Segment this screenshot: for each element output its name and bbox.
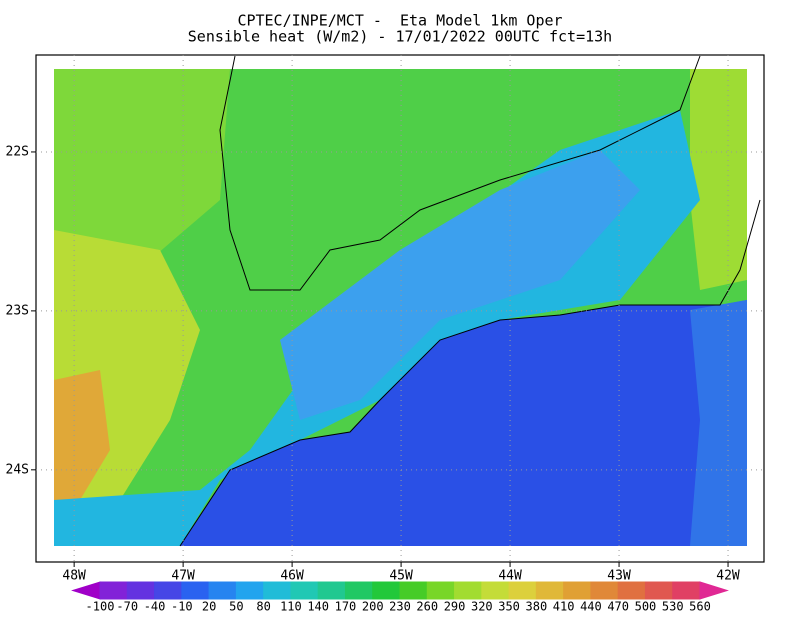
colorbar-label: -100 (86, 600, 115, 614)
colorbar-label: 470 (607, 600, 629, 614)
colorbar-box (399, 581, 428, 600)
lon-tick-label: 42W (716, 569, 740, 584)
map-frame (35, 54, 765, 563)
coastline (179, 199, 761, 547)
colorbar-label: 530 (662, 600, 684, 614)
lat-tick-label: 23S (6, 303, 29, 318)
colorbar-label: -40 (144, 600, 166, 614)
colorbar-label: 320 (471, 600, 493, 614)
colorbar-label: 50 (229, 600, 243, 614)
lon-tick-label: 44W (498, 569, 522, 584)
colorbar-box (263, 581, 292, 600)
lat-tick-label: 22S (6, 144, 29, 159)
colorbar-label: 20 (202, 600, 216, 614)
colorbar-box (181, 581, 210, 600)
colorbar-label: 80 (256, 600, 270, 614)
field-patch (54, 370, 110, 500)
colorbar-box (208, 581, 237, 600)
field (54, 55, 761, 547)
colorbar-box (154, 581, 183, 600)
colorbar-label: 410 (553, 600, 575, 614)
colorbar-label: 560 (689, 600, 711, 614)
colorbar-box (508, 581, 537, 600)
colorbar-box (454, 581, 483, 600)
colorbar-label: 380 (526, 600, 548, 614)
colorbar-box (126, 581, 156, 600)
ocean-edge (690, 300, 747, 546)
field-patch (280, 150, 640, 420)
colorbar-label: -70 (116, 600, 138, 614)
colorbar-label: 230 (389, 600, 411, 614)
colorbar-label: 170 (335, 600, 357, 614)
colorbar-label: 350 (498, 600, 520, 614)
subtitle: Sensible heat (W/m2) - 17/01/2022 00UTC … (188, 28, 612, 46)
colorbar-box (617, 581, 646, 600)
colorbar-box (317, 581, 346, 600)
colorbar-end (699, 581, 729, 600)
lon-tick-label: 46W (280, 569, 304, 584)
colorbar-box (481, 581, 510, 600)
colorbar-box (535, 581, 565, 600)
colorbar-label: 200 (362, 600, 384, 614)
colorbar-box (235, 581, 265, 600)
colorbar-label: 260 (416, 600, 438, 614)
colorbar-label: 500 (635, 600, 657, 614)
colorbar-box (290, 581, 319, 600)
colorbar-label: -10 (171, 600, 193, 614)
state-border (219, 55, 701, 291)
colorbar-box (372, 581, 401, 600)
colorbar-box (344, 581, 374, 600)
title: CPTEC/INPE/MCT - Eta Model 1km Oper (237, 12, 562, 30)
colorbar-end (71, 581, 101, 600)
colorbar-box (644, 581, 674, 600)
colorbar-box (99, 581, 128, 600)
lon-tick-label: 48W (62, 569, 86, 584)
colorbar-label: 290 (444, 600, 466, 614)
field-patch (690, 69, 747, 290)
colorbar-label: 110 (280, 600, 302, 614)
colorbar-label: 140 (307, 600, 329, 614)
colorbar-box (590, 581, 619, 600)
lat-tick-label: 24S (6, 462, 29, 477)
colorbar-box (426, 581, 456, 600)
colorbar-box (563, 581, 592, 600)
lon-tick-label: 47W (171, 569, 195, 584)
lon-tick-label: 43W (607, 569, 631, 584)
lon-tick-label: 45W (389, 569, 413, 584)
ocean (180, 300, 747, 546)
colorbar-box (672, 581, 701, 600)
colorbar-label: 440 (580, 600, 602, 614)
